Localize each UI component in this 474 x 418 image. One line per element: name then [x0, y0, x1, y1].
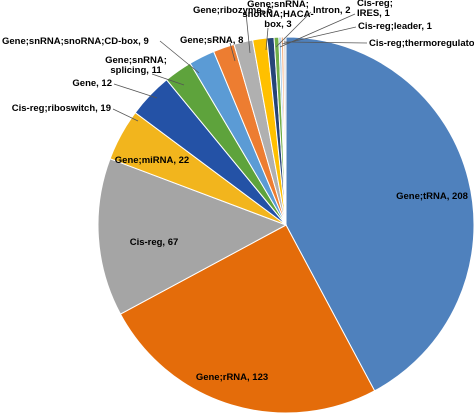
pie-slices: [97, 36, 474, 414]
slice-label-line: Cis-reg;: [357, 0, 393, 9]
leader-line: [265, 27, 269, 51]
slice-label-line: IRES, 1: [357, 8, 390, 19]
slice-label: Cis-reg;thermoregulator, 1: [369, 38, 474, 49]
slice-labels: Gene;tRNA, 208 Gene;rRNA, 123 Cis-reg, 67 G…: [2, 0, 474, 383]
slice-label-line: Gene;miRNA, 22: [115, 155, 189, 166]
slice-label: Gene;miRNA, 22: [115, 155, 189, 166]
leader-line: [281, 26, 357, 45]
slice-label: Gene;rRNA, 123: [196, 372, 268, 383]
slice-label-line: Gene;snRNA;snoRNA;CD-box, 9: [2, 36, 149, 47]
leader-line: [283, 41, 368, 44]
leader-line: [113, 83, 158, 99]
slice-label: Cis-reg;leader, 1: [358, 21, 433, 32]
leader-lines: [112, 11, 368, 122]
slice-label-line: box, 3: [264, 19, 291, 30]
slice-label-line: snoRNA;HACA-: [242, 9, 313, 20]
pie-slice: [285, 36, 474, 392]
slice-label: Intron, 2: [313, 5, 350, 16]
leader-line: [245, 12, 251, 54]
slice-label-line: Cis-reg;riboswitch, 19: [12, 103, 111, 114]
slice-label: Cis-reg;riboswitch, 19: [12, 103, 111, 114]
slice-label: Gene;snRNA;snoRNA;CD-box, 9: [2, 36, 149, 47]
leader-line: [275, 11, 312, 48]
slice-label: Gene;ribozyme, 6: [193, 5, 272, 16]
slice-label: Gene;snRNA; snoRNA;HACA-box, 3: [242, 0, 313, 30]
slice-label-line: Gene, 12: [72, 78, 112, 89]
slice-label-line: splicing, 11: [110, 65, 162, 76]
slice-label-line: Cis-reg;leader, 1: [358, 21, 433, 32]
slice-label-line: Gene;snRNA;: [247, 0, 309, 10]
leader-line: [159, 40, 200, 74]
pie-slice: [119, 224, 376, 414]
slice-label-line: Gene;sRNA, 8: [180, 35, 243, 46]
pie-slice: [97, 158, 288, 315]
slice-label: Cis-reg; IRES, 1: [357, 0, 393, 19]
slice-label-line: Cis-reg, 67: [130, 237, 179, 248]
slice-label-line: Gene;ribozyme, 6: [193, 5, 272, 16]
slice-label-line: Gene;snRNA;: [105, 55, 167, 66]
leader-line: [229, 42, 236, 62]
leader-line: [112, 108, 139, 122]
slice-label-line: Intron, 2: [313, 5, 350, 16]
slice-label-line: Gene;tRNA, 208: [396, 191, 468, 202]
slice-label: Gene, 12: [72, 78, 112, 89]
slice-label-line: Gene;rRNA, 123: [196, 372, 268, 383]
slice-label: Gene;sRNA, 8: [180, 35, 243, 46]
leader-line: [151, 73, 185, 86]
slice-label: Gene;snRNA; splicing, 11: [105, 55, 167, 76]
slice-label: Cis-reg, 67: [130, 237, 179, 248]
slice-label: Gene;tRNA, 208: [396, 191, 468, 202]
slice-label-line: Cis-reg;thermoregulator, 1: [369, 38, 474, 49]
